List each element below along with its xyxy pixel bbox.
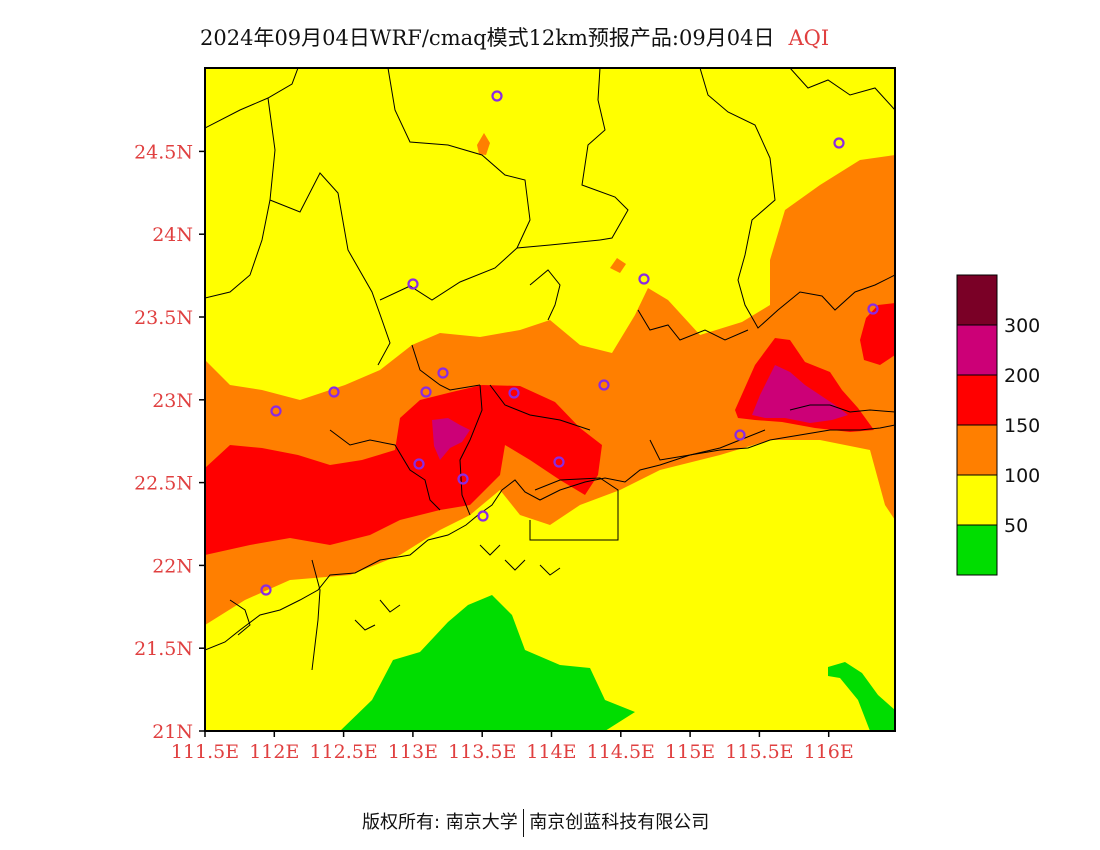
title-variable: AQI bbox=[788, 26, 830, 50]
lon-tick-label: 115.5E bbox=[725, 741, 793, 763]
station-marker bbox=[638, 273, 650, 285]
legend-swatch bbox=[956, 324, 998, 376]
aqi-zone-green-east bbox=[828, 662, 895, 731]
boundary-layer bbox=[205, 68, 895, 671]
boundary-line bbox=[649, 429, 766, 461]
legend-level-label: 150 bbox=[1004, 415, 1040, 437]
lat-tick-label: 24.5N bbox=[134, 141, 193, 163]
legend-swatch bbox=[956, 374, 998, 426]
boundary-line bbox=[411, 344, 481, 391]
boundary-line bbox=[529, 269, 561, 321]
aqi-fill-layer bbox=[205, 68, 895, 731]
footer-right: 南京创蓝科技有限公司 bbox=[529, 812, 710, 833]
legend-level-label: 100 bbox=[1004, 465, 1040, 487]
boundary-line bbox=[459, 384, 483, 516]
boundary-line bbox=[489, 384, 591, 431]
aqi-zone-purple-guangzhou bbox=[432, 418, 470, 460]
station-marker bbox=[867, 303, 879, 315]
station-marker bbox=[553, 456, 565, 468]
legend-swatch bbox=[956, 474, 998, 526]
legend-swatch bbox=[956, 274, 998, 326]
lon-tick-label: 115E bbox=[665, 741, 715, 763]
aqi-zone-purple-east bbox=[752, 365, 848, 423]
aqi-zone-green-south bbox=[340, 595, 635, 731]
station-marker bbox=[457, 473, 469, 485]
lat-tick-label: 23.5N bbox=[134, 307, 193, 329]
coastline bbox=[479, 544, 501, 556]
lon-tick-label: 114E bbox=[526, 741, 576, 763]
station-marker bbox=[833, 137, 845, 149]
coastline bbox=[539, 564, 561, 576]
boundary-line bbox=[789, 68, 895, 111]
copyright-footer: 版权所有: 南京大学 南京创蓝科技有限公司 bbox=[362, 808, 709, 837]
aqi-zone-red-northeast bbox=[860, 303, 895, 365]
legend-swatch bbox=[956, 524, 998, 576]
aqi-zone-red-west bbox=[205, 385, 602, 555]
longitude-axis: 111.5E 112E 112.5E 113E 113.5E 114E 114.5E 115E… bbox=[171, 731, 854, 763]
station-marker bbox=[420, 386, 432, 398]
lat-tick-label: 23N bbox=[152, 390, 193, 412]
lat-tick-label: 24N bbox=[152, 224, 193, 246]
boundary-line bbox=[581, 68, 629, 241]
station-marker bbox=[491, 90, 503, 102]
station-marker bbox=[508, 387, 520, 399]
lon-tick-label: 112E bbox=[249, 741, 299, 763]
aqi-zone-orange-spot-north bbox=[477, 133, 490, 155]
legend-level-label: 200 bbox=[1004, 365, 1040, 387]
station-marker bbox=[734, 429, 746, 441]
map-title: 2024年09月04日WRF/cmaq模式12km预报产品:09月04日 AQI bbox=[200, 22, 829, 52]
station-markers bbox=[260, 90, 879, 596]
station-marker bbox=[407, 278, 419, 290]
lon-tick-label: 116E bbox=[804, 741, 854, 763]
aqi-legend: 50 100 150 200 300 bbox=[956, 274, 1040, 576]
boundary-line bbox=[699, 68, 895, 329]
station-marker bbox=[477, 510, 489, 522]
coastline bbox=[311, 559, 321, 671]
station-marker bbox=[437, 367, 449, 379]
lon-tick-label: 113.5E bbox=[448, 741, 516, 763]
legend-swatch bbox=[956, 424, 998, 476]
boundary-line bbox=[267, 97, 391, 366]
coastline bbox=[205, 424, 895, 651]
lon-tick-label: 111.5E bbox=[171, 741, 239, 763]
coastline bbox=[379, 599, 401, 613]
boundary-line bbox=[529, 477, 619, 541]
station-marker bbox=[413, 458, 425, 470]
boundary-line bbox=[329, 429, 441, 511]
station-marker bbox=[328, 386, 340, 398]
coastline bbox=[354, 619, 376, 631]
title-main: 2024年09月04日WRF/cmaq模式12km预报产品:09月04日 bbox=[200, 26, 775, 50]
footer-separator bbox=[522, 809, 525, 837]
coastline bbox=[229, 599, 251, 636]
boundary-line bbox=[205, 199, 271, 299]
lon-tick-label: 113E bbox=[388, 741, 438, 763]
lat-tick-label: 22.5N bbox=[134, 473, 193, 495]
footer-left: 版权所有: 南京大学 bbox=[362, 812, 518, 833]
legend-level-label: 50 bbox=[1004, 515, 1028, 537]
station-marker bbox=[270, 405, 282, 417]
aqi-zone-orange-spot-east bbox=[610, 258, 626, 273]
boundary-line bbox=[387, 68, 531, 249]
station-marker bbox=[598, 379, 610, 391]
latitude-axis: 21N 21.5N 22N 22.5N 23N 23.5N 24N 24.5N bbox=[134, 141, 205, 743]
station-marker bbox=[260, 584, 272, 596]
lat-tick-label: 21.5N bbox=[134, 638, 193, 660]
lon-tick-label: 114.5E bbox=[587, 741, 655, 763]
lon-tick-label: 112.5E bbox=[309, 741, 377, 763]
boundary-line bbox=[637, 309, 749, 341]
boundary-line bbox=[789, 404, 895, 413]
lat-tick-label: 22N bbox=[152, 555, 193, 577]
lat-tick-label: 21N bbox=[152, 721, 193, 743]
legend-level-label: 300 bbox=[1004, 315, 1040, 337]
coastline bbox=[504, 559, 526, 571]
